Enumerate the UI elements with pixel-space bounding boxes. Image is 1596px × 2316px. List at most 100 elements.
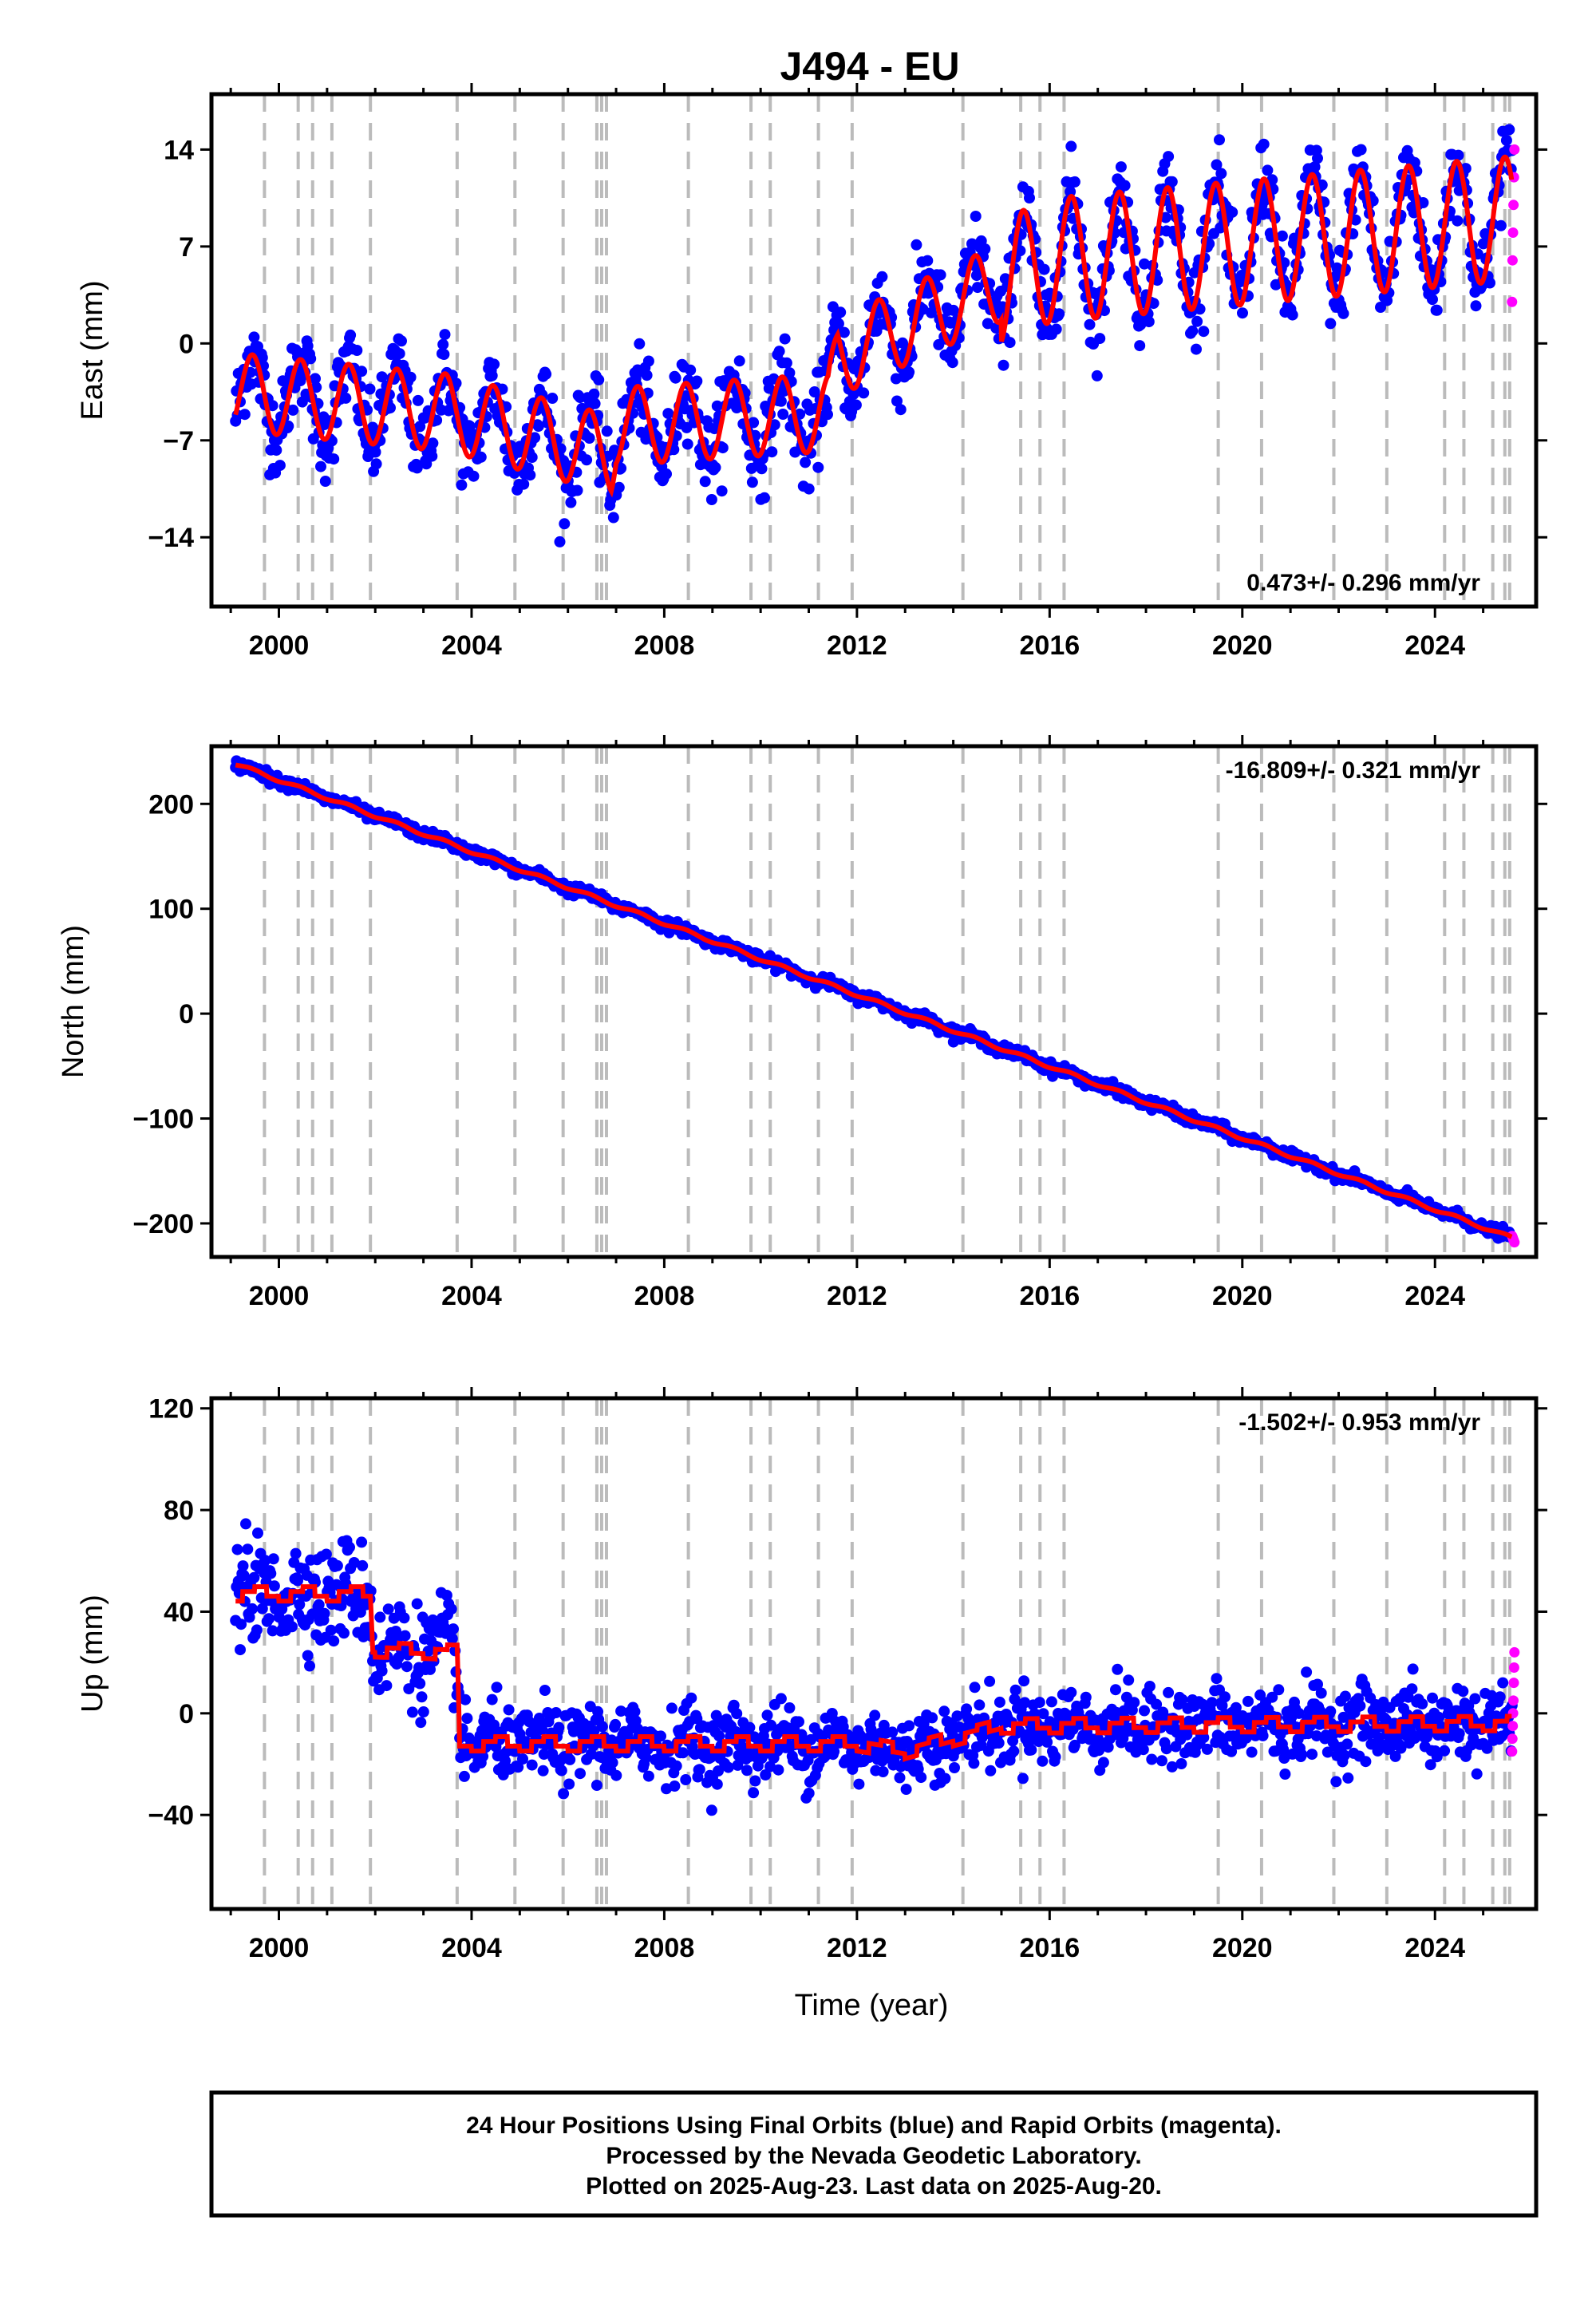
data-point [655, 1730, 666, 1742]
data-point [803, 483, 815, 495]
data-point [1061, 1709, 1073, 1721]
data-point [926, 1712, 938, 1724]
data-point [1408, 156, 1420, 168]
x-tick-label: 2000 [249, 1281, 310, 1311]
data-point [894, 1772, 906, 1784]
data-point [1427, 294, 1438, 306]
data-point [500, 1755, 511, 1767]
data-point [1166, 176, 1178, 188]
data-point [512, 1761, 524, 1773]
data-point [425, 1663, 436, 1675]
data-point [812, 461, 824, 473]
data-point [1427, 1692, 1438, 1704]
data-point [320, 1548, 332, 1560]
data-point [1469, 1693, 1481, 1705]
data-point [405, 371, 417, 383]
data-point [938, 1705, 950, 1717]
data-point [460, 1694, 472, 1705]
data-point [256, 352, 268, 364]
data-point [1258, 138, 1270, 150]
data-point [263, 1613, 275, 1625]
data-point [237, 1560, 249, 1572]
data-point [1453, 1728, 1465, 1740]
data-point [1342, 1772, 1354, 1784]
data-point [565, 496, 577, 508]
data-point [685, 364, 697, 376]
y-tick-label: 0 [179, 1699, 194, 1729]
x-tick-label: 2012 [827, 1933, 887, 1963]
data-point [746, 476, 758, 488]
data-point [456, 479, 468, 491]
data-point [238, 1570, 250, 1582]
data-point [974, 1699, 986, 1711]
data-point [1201, 1743, 1213, 1755]
data-point [319, 476, 331, 487]
data-point [310, 373, 321, 385]
data-point [915, 1772, 927, 1784]
data-point [1219, 1691, 1231, 1703]
data-point [274, 460, 286, 472]
data-point [468, 470, 480, 482]
data-point [1065, 140, 1077, 152]
data-point [946, 357, 958, 369]
data-point [310, 381, 322, 393]
data-point [438, 349, 450, 360]
data-point [610, 1769, 622, 1781]
data-point [524, 469, 536, 481]
data-point [412, 394, 424, 406]
data-point [458, 1770, 470, 1782]
data-point [1009, 1684, 1021, 1696]
data-point [1050, 323, 1062, 335]
data-point [1110, 1684, 1121, 1696]
data-point [1338, 1749, 1350, 1761]
data-point [1163, 1686, 1175, 1698]
data-point [837, 1721, 849, 1733]
data-point [680, 1774, 692, 1785]
data-point [564, 1753, 576, 1765]
velocity-annotation: -1.502+/- 0.953 mm/yr [1238, 1409, 1480, 1436]
data-point [711, 400, 723, 412]
data-point [446, 1633, 458, 1645]
data-point [539, 1685, 551, 1696]
y-tick-label: 0 [179, 329, 194, 359]
data-point [835, 306, 847, 318]
rapid-point [1509, 1646, 1520, 1658]
rapid-point [1507, 227, 1519, 238]
data-point [364, 383, 376, 395]
data-point [265, 1567, 277, 1579]
data-point [606, 1757, 618, 1769]
velocity-annotation: 0.473+/- 0.296 mm/yr [1246, 570, 1480, 596]
footer-line-2: Processed by the Nevada Geodetic Laborat… [606, 2143, 1141, 2169]
rapid-point [1508, 1662, 1519, 1673]
data-point [376, 371, 388, 383]
data-point [1017, 1773, 1029, 1784]
data-point [1037, 1708, 1049, 1720]
x-axis-label: Time (year) [795, 1989, 949, 2022]
y-tick-label: −200 [132, 1209, 194, 1239]
data-point [488, 358, 500, 370]
data-point [1278, 1753, 1290, 1764]
data-point [1286, 309, 1298, 321]
data-point [613, 481, 625, 493]
y-axis: 14 7 0 −7 −14 [148, 135, 1547, 553]
data-point [338, 1627, 350, 1639]
data-point [1163, 151, 1175, 163]
data-point [629, 1705, 641, 1717]
data-point [722, 1761, 734, 1773]
data-point [822, 409, 833, 421]
data-point [1471, 1768, 1483, 1780]
data-point [416, 1691, 428, 1703]
data-point [1069, 176, 1080, 188]
data-point [832, 318, 844, 330]
x-tick-label: 2000 [249, 1933, 310, 1963]
footer-line-3: Plotted on 2025-Aug-23. Last data on 202… [586, 2173, 1162, 2199]
x-tick-label: 2016 [1020, 630, 1080, 661]
data-point [1018, 1675, 1030, 1687]
x-tick-label: 2004 [441, 630, 502, 661]
data-point [972, 282, 983, 294]
data-point [369, 446, 381, 458]
data-point [532, 421, 544, 433]
data-point [356, 366, 368, 377]
data-point [328, 453, 340, 465]
